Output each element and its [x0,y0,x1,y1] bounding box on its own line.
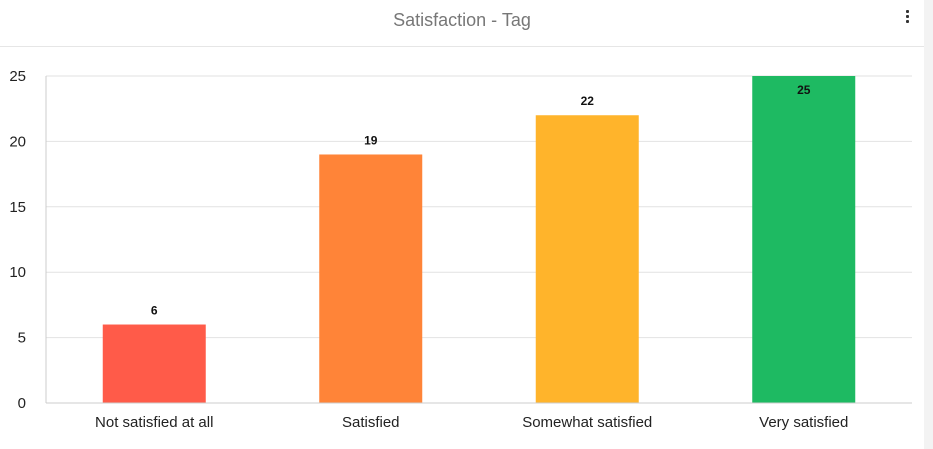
bar[interactable] [319,154,423,403]
data-label: 25 [797,83,811,97]
bar[interactable] [752,76,856,403]
x-category-label: Not satisfied at all [95,414,213,431]
y-tick-label: 5 [18,330,26,347]
y-axis: 0 5 10 15 20 25 [9,68,47,412]
bar[interactable] [102,324,206,403]
bars [102,76,856,404]
x-category-label: Somewhat satisfied [522,414,652,431]
y-tick-label: 25 [9,68,26,85]
x-category-label: Satisfied [342,414,400,431]
bar[interactable] [535,115,639,404]
data-label: 6 [151,304,158,318]
more-vertical-icon[interactable] [898,6,918,28]
data-labels: 6 19 22 25 [151,83,811,318]
bar-chart: 0 5 10 15 20 25 6 19 22 25 Not satisfied at all S… [9,68,912,431]
y-tick-label: 10 [9,264,26,281]
data-label: 22 [581,94,595,108]
data-label: 19 [364,133,378,147]
x-axis: Not satisfied at all Satisfied Somewhat sa… [46,402,912,431]
y-tick-label: 15 [9,199,26,216]
scroll-gutter [924,0,933,449]
y-tick-label: 20 [9,133,26,150]
chart-title: Satisfaction - Tag [393,10,531,30]
x-category-label: Very satisfied [759,414,848,431]
chart-header: Satisfaction - Tag [0,0,924,47]
y-tick-label: 0 [18,395,26,412]
